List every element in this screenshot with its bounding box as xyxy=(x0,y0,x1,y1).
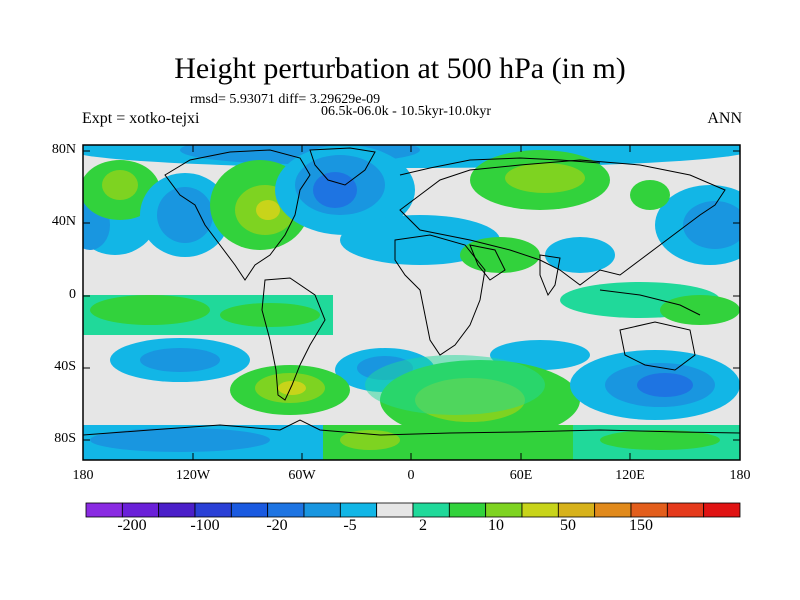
colorbar-swatch xyxy=(594,502,632,518)
colorbar-label: -200 xyxy=(117,517,147,534)
coast-eurasia xyxy=(399,159,726,286)
axis-ticks xyxy=(83,145,740,460)
coastlines xyxy=(83,147,740,436)
colorbar-label: 50 xyxy=(560,517,576,534)
field-midasia-green xyxy=(460,237,540,273)
coast-australia xyxy=(619,321,696,371)
coast-india xyxy=(539,254,561,297)
colorbar-label: -20 xyxy=(266,517,288,534)
colorbar-swatch xyxy=(703,502,741,518)
lon-tick-120w: 120W xyxy=(175,468,211,483)
field-sind-lightgreen xyxy=(365,355,545,415)
field-nepac-blue2 xyxy=(157,187,213,243)
lon-tick-180-right: 180 xyxy=(729,468,751,483)
lon-tick-0: 0 xyxy=(407,468,415,483)
field-midasia-blue xyxy=(340,215,500,265)
experiment-label: Expt = xotko-tejxi xyxy=(82,110,200,127)
colorbar xyxy=(85,502,741,518)
rmsd-diff-stats: rmsd= 5.93071 diff= 3.29629e-09 xyxy=(190,92,381,107)
field-antarctic-blue2 xyxy=(90,428,270,452)
colorbar-swatch xyxy=(267,502,305,518)
colorbar-swatch xyxy=(412,502,450,518)
coast-south-america xyxy=(261,277,326,401)
coast-north-america xyxy=(164,149,311,281)
period-label: 06.5k-06.0k - 10.5kyr-10.0kyr xyxy=(320,104,492,119)
field-sepac-blue3 xyxy=(637,373,693,397)
field-sind-blue xyxy=(490,340,590,370)
contour-field xyxy=(83,145,740,460)
field-natl-blue3 xyxy=(313,172,357,208)
field-namerica-yellow xyxy=(256,200,280,220)
field-nwpac-green xyxy=(630,180,670,210)
colorbar-swatch xyxy=(158,502,196,518)
field-npac-green2 xyxy=(102,170,138,200)
colorbar-swatch xyxy=(194,502,232,518)
field-nwpac-blue2 xyxy=(683,201,740,249)
colorbar-swatch xyxy=(339,502,378,518)
field-spac-blue2 xyxy=(140,348,220,372)
lon-tick-60w: 60W xyxy=(288,468,316,483)
lat-tick-80n: 80N xyxy=(51,142,76,157)
colorbar-swatch xyxy=(85,502,123,518)
colorbar-label: 2 xyxy=(419,517,427,534)
colorbar-swatch xyxy=(557,502,596,518)
coast-africa xyxy=(394,234,486,356)
colorbar-label: 150 xyxy=(629,517,653,534)
lon-tick-120e: 120E xyxy=(615,468,645,483)
colorbar-label: -100 xyxy=(190,517,220,534)
field-eurasia-green2 xyxy=(505,163,585,193)
colorbar-label: -5 xyxy=(343,517,357,534)
lon-tick-60e: 60E xyxy=(509,468,533,483)
field-tropic-green3 xyxy=(220,303,320,327)
colorbar-swatch xyxy=(630,502,668,518)
coast-greenland xyxy=(309,147,376,186)
field-tropic-green2 xyxy=(90,295,210,325)
season-label: ANN xyxy=(707,110,742,127)
colorbar-swatch xyxy=(521,502,559,518)
colorbar-swatch xyxy=(376,502,414,518)
lon-tick-180-left: 180 xyxy=(72,468,94,483)
coast-se-asia xyxy=(599,289,701,316)
lat-tick-80s: 80S xyxy=(54,431,76,446)
lat-tick-40n: 40N xyxy=(51,214,76,229)
colorbar-swatch xyxy=(485,502,523,518)
lat-tick-40s: 40S xyxy=(54,359,76,374)
colorbar-label: 10 xyxy=(488,517,504,534)
map-title: Height perturbation at 500 hPa (in m) xyxy=(174,52,626,85)
colorbar-swatch xyxy=(303,502,341,518)
colorbar-swatch xyxy=(448,502,487,518)
field-samerica-yellow xyxy=(278,381,306,395)
field-antarctic-green-right2 xyxy=(600,430,720,450)
coast-arctic xyxy=(399,157,601,176)
field-antarctic-yellow xyxy=(340,430,400,450)
field-tropic-green-right2 xyxy=(660,295,740,325)
colorbar-swatch xyxy=(121,502,160,518)
field-midasia-blue2 xyxy=(545,237,615,273)
colorbar-swatch xyxy=(666,502,705,518)
colorbar-swatch xyxy=(230,502,269,518)
lat-tick-0: 0 xyxy=(69,287,76,302)
coast-arabia xyxy=(469,244,506,281)
coast-antarctica xyxy=(83,419,740,436)
